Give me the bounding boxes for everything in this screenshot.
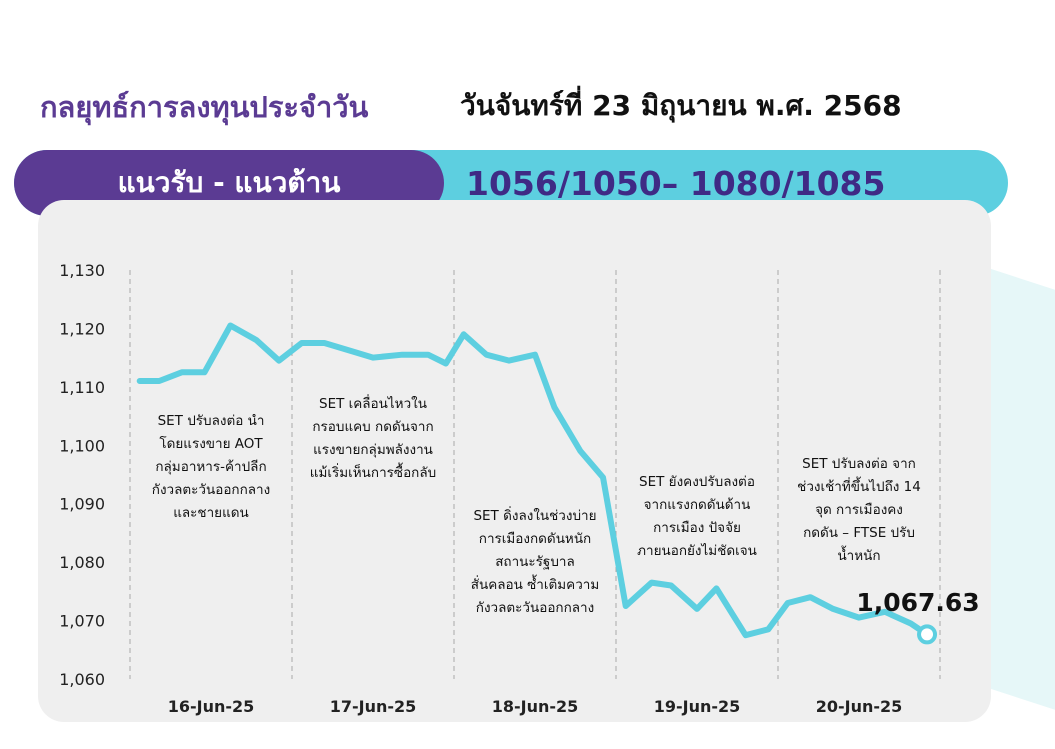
x-tick-label: 20-Jun-25 [816,697,903,716]
annotation-line: และชายแดน [173,505,249,521]
annotation-line: แม้เริ่มเห็นการซื้อกลับ [310,462,436,481]
annotation-line: ช่วงเช้าที่ขึ้นไปถึง 14 [797,476,921,495]
annotation-line: SET ดิ่งลงในช่วงบ่าย [473,506,596,524]
annotation-line: สถานะรัฐบาล [495,554,575,570]
annotation-line: SET ยังคงปรับลงต่อ [639,474,755,490]
y-tick-label: 1,110 [59,378,105,397]
annotation-line: กลุ่มอาหาร-ค้าปลีก [155,459,266,475]
y-tick-label: 1,060 [59,670,105,689]
annotation-line: กังวลตะวันออกกลาง [152,482,270,498]
page-date: วันจันทร์ที่ 23 มิถุนายน พ.ศ. 2568 [460,89,902,122]
last-value-label: 1,067.63 [856,588,979,617]
annotation-line: กดดัน – FTSE ปรับ [803,525,915,541]
x-tick-label: 18-Jun-25 [492,697,579,716]
annotation-18-Jun-25: SET ดิ่งลงในช่วงบ่ายการเมืองกดดันหนักสถา… [471,506,600,616]
annotation-line: ภายนอกยังไม่ชัดเจน [637,543,757,559]
annotation-line: กังวลตะวันออกกลาง [476,600,594,616]
annotation-line: SET ปรับลงต่อ นำ [158,413,265,429]
annotation-line: แรงขายกลุ่มพลังงาน [313,442,433,458]
annotation-line: การเมืองกดดันหนัก [479,531,591,547]
y-tick-label: 1,090 [59,495,105,514]
annotation-line: กรอบแคบ กดดันจาก [312,419,433,435]
y-tick-label: 1,100 [59,436,105,455]
set-index-line [136,322,930,639]
x-tick-label: 19-Jun-25 [654,697,741,716]
annotation-17-Jun-25: SET เคลื่อนไหวในกรอบแคบ กดดันจากแรงขายกล… [310,394,436,481]
annotation-line: จากแรงกดดันด้าน [644,497,751,513]
annotation-line: สั่นคลอน ซ้ำเติมความ [471,574,600,593]
y-tick-label: 1,070 [59,612,105,631]
page-title: กลยุทธ์การลงทุนประจำวัน [40,90,369,124]
y-tick-label: 1,120 [59,319,105,338]
annotation-line: SET เคลื่อนไหวใน [319,394,427,412]
annotation-line: การเมือง ปัจจัย [653,520,741,536]
x-tick-label: 17-Jun-25 [330,697,417,716]
y-tick-label: 1,080 [59,553,105,572]
chart-panel [38,200,991,722]
annotation-line: น้ำหนัก [837,545,880,564]
support-resistance-levels: 1056/1050– 1080/1085 [466,163,886,203]
annotation-line: โดยแรงขาย AOT [159,435,263,452]
x-tick-label: 16-Jun-25 [168,697,255,716]
last-point-marker [917,624,938,645]
y-tick-label: 1,130 [59,261,105,280]
annotation-line: SET ปรับลงต่อ จาก [802,456,916,472]
annotation-20-Jun-25: SET ปรับลงต่อ จากช่วงเช้าที่ขึ้นไปถึง 14… [797,456,921,564]
annotation-16-Jun-25: SET ปรับลงต่อ นำโดยแรงขาย AOT กลุ่มอาหาร-… [152,413,270,521]
annotation-19-Jun-25: SET ยังคงปรับลงต่อจากแรงกดดันด้านการเมือ… [637,474,757,559]
annotation-line: จุด การเมืองคง [815,502,903,518]
